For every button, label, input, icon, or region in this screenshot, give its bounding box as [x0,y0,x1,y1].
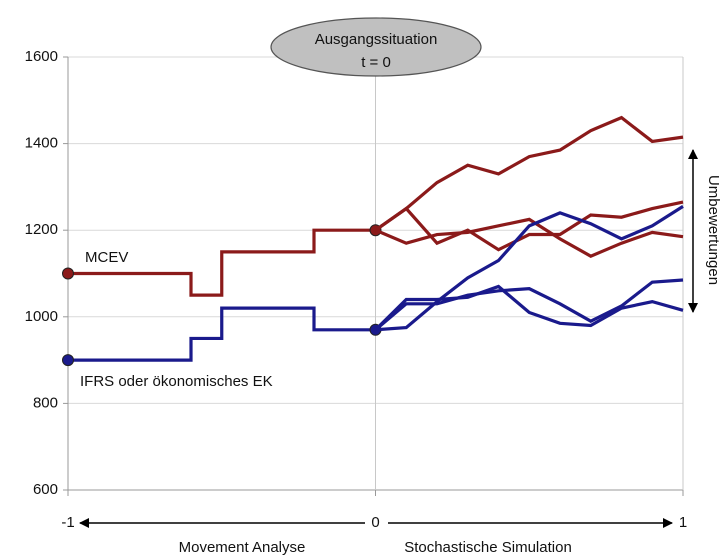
section-label: Movement Analyse [179,539,306,556]
callout-ellipse [270,17,482,77]
series-label: IFRS oder ökonomisches EK [80,373,273,390]
point-marker [62,354,74,367]
y-tick-label: 1400 [25,135,58,152]
x-tick-label: -1 [61,514,74,531]
section-label: Stochastische Simulation [404,539,572,556]
x-tick-label: 1 [679,514,687,531]
series-line [375,205,684,332]
series-line [374,284,684,331]
right-label: Umbewertungen [705,175,722,285]
series-line [374,278,684,332]
callout-text: Ausgangssituation [315,31,438,48]
point-marker [62,267,74,280]
y-tick-label: 1600 [25,48,58,65]
x-tick-label: 0 [371,514,379,531]
y-tick-label: 800 [33,394,58,411]
y-tick-label: 1200 [25,221,58,238]
series-line [68,306,376,362]
series-label: MCEV [85,249,128,266]
series-line [68,228,376,297]
y-tick-label: 600 [33,481,58,498]
grid [63,56,684,496]
callout-text: t = 0 [361,54,391,71]
plot-area [62,115,684,367]
series-line [374,200,684,252]
y-tick-label: 1000 [25,308,58,325]
series-line [374,115,684,232]
series-line [374,217,684,258]
